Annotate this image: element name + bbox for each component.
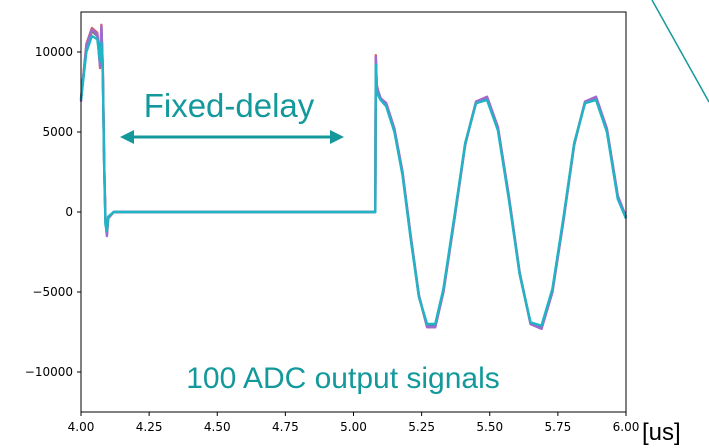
y-tick-label: 0 xyxy=(65,205,73,219)
series-layer xyxy=(79,23,628,330)
signal-trace-1 xyxy=(79,23,628,330)
x-axis-unit-label: [us] xyxy=(642,419,681,446)
x-tick-label: 5.75 xyxy=(545,420,572,434)
x-tick-label: 6.00 xyxy=(613,420,640,434)
ticks-layer: 4.00 4.25 4.50 4.75 5.00 5.25 5.50 5.75 6.00 1000… xyxy=(25,45,640,434)
y-tick-label: 10000 xyxy=(35,45,73,59)
x-tick-label: 5.50 xyxy=(476,420,503,434)
y-tick-label: 5000 xyxy=(42,125,73,139)
fixed-delay-arrow xyxy=(120,130,344,144)
y-tick-label: −10000 xyxy=(25,365,73,379)
annotation-signals: 100 ADC output signals xyxy=(186,362,500,395)
signal-trace-3 xyxy=(79,25,628,330)
callout-line xyxy=(651,0,709,103)
signal-trace-4 xyxy=(79,34,628,327)
signal-trace-2 xyxy=(79,28,628,329)
annotation-fixed-delay: Fixed-delay xyxy=(144,87,315,124)
x-tick-label: 5.00 xyxy=(340,420,367,434)
x-tick-label: 4.50 xyxy=(204,420,231,434)
y-tick-label: −5000 xyxy=(32,285,73,299)
x-tick-label: 4.25 xyxy=(136,420,163,434)
x-tick-label: 4.75 xyxy=(272,420,299,434)
x-tick-label: 4.00 xyxy=(68,420,95,434)
x-tick-label: 5.25 xyxy=(408,420,435,434)
